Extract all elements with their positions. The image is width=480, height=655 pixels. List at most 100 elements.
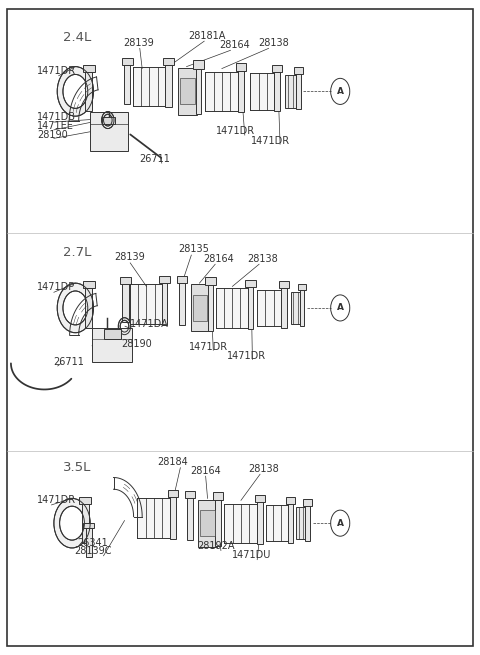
Bar bbox=[257, 502, 263, 544]
Bar bbox=[236, 63, 246, 71]
Bar bbox=[288, 504, 293, 543]
Bar bbox=[216, 288, 249, 328]
Text: 3.5L: 3.5L bbox=[63, 461, 92, 474]
Text: A: A bbox=[336, 87, 344, 96]
Bar bbox=[83, 282, 95, 288]
Bar bbox=[85, 72, 92, 111]
Circle shape bbox=[57, 283, 94, 333]
Text: 28138: 28138 bbox=[249, 464, 279, 474]
Text: 1471DR: 1471DR bbox=[216, 126, 255, 136]
Bar bbox=[286, 496, 295, 504]
Bar bbox=[193, 295, 207, 321]
Bar bbox=[200, 510, 215, 536]
Bar bbox=[187, 498, 193, 540]
Bar bbox=[294, 67, 302, 74]
Bar bbox=[296, 507, 306, 540]
Bar bbox=[257, 290, 282, 326]
Bar bbox=[238, 71, 244, 112]
Bar bbox=[85, 288, 92, 328]
Text: 26341: 26341 bbox=[78, 538, 108, 548]
Bar bbox=[255, 495, 265, 502]
Bar bbox=[122, 58, 133, 66]
Bar bbox=[281, 288, 287, 328]
Text: 1471DR: 1471DR bbox=[37, 495, 76, 505]
Bar bbox=[124, 66, 131, 104]
Bar bbox=[168, 489, 179, 497]
Circle shape bbox=[118, 318, 131, 335]
Bar bbox=[298, 284, 306, 290]
Bar bbox=[185, 491, 195, 498]
Text: 28135: 28135 bbox=[179, 244, 210, 254]
Bar bbox=[224, 504, 258, 543]
Bar bbox=[83, 523, 94, 528]
Text: 1471DB: 1471DB bbox=[37, 112, 76, 122]
Text: 28138: 28138 bbox=[248, 253, 278, 263]
Bar bbox=[177, 276, 187, 283]
Bar bbox=[193, 60, 204, 69]
Bar bbox=[305, 506, 310, 541]
Text: 28190: 28190 bbox=[37, 130, 68, 140]
Bar bbox=[199, 500, 216, 547]
Text: 1471EE: 1471EE bbox=[37, 121, 74, 130]
Text: 1471DR: 1471DR bbox=[37, 66, 76, 76]
Text: 28181A: 28181A bbox=[188, 31, 225, 41]
Text: 28139C: 28139C bbox=[74, 546, 112, 557]
Circle shape bbox=[331, 510, 350, 536]
Bar bbox=[83, 65, 95, 72]
Text: 1471DA: 1471DA bbox=[130, 319, 169, 329]
Bar bbox=[120, 277, 131, 284]
Bar bbox=[245, 280, 256, 287]
Text: 28192A: 28192A bbox=[197, 541, 235, 552]
Bar bbox=[122, 284, 129, 322]
Bar bbox=[196, 69, 201, 114]
Circle shape bbox=[57, 67, 94, 116]
Text: 28164: 28164 bbox=[204, 253, 234, 263]
Bar bbox=[130, 284, 163, 324]
Bar bbox=[162, 283, 168, 325]
Text: A: A bbox=[336, 519, 344, 528]
Bar bbox=[296, 74, 300, 109]
Text: 1471DP: 1471DP bbox=[37, 282, 75, 292]
Text: 1471DR: 1471DR bbox=[190, 342, 228, 352]
Bar bbox=[248, 287, 253, 329]
Bar bbox=[104, 329, 120, 339]
Bar bbox=[250, 73, 276, 109]
Bar bbox=[290, 291, 300, 324]
Circle shape bbox=[331, 79, 350, 104]
Bar bbox=[102, 117, 116, 124]
Bar bbox=[92, 328, 132, 362]
Bar bbox=[170, 497, 176, 539]
Bar bbox=[82, 504, 89, 543]
Text: 28164: 28164 bbox=[219, 40, 250, 50]
Text: 28138: 28138 bbox=[258, 38, 289, 48]
Bar bbox=[90, 112, 128, 151]
Circle shape bbox=[331, 295, 350, 321]
Bar bbox=[137, 498, 171, 538]
Text: 1471DU: 1471DU bbox=[232, 550, 271, 560]
Bar bbox=[132, 67, 166, 105]
Circle shape bbox=[54, 498, 90, 548]
Text: 2.4L: 2.4L bbox=[63, 31, 92, 44]
Circle shape bbox=[102, 111, 114, 128]
Text: A: A bbox=[336, 303, 344, 312]
Bar bbox=[180, 79, 195, 104]
Text: 28190: 28190 bbox=[121, 339, 152, 349]
Bar bbox=[191, 284, 209, 331]
Text: 28164: 28164 bbox=[190, 466, 221, 476]
Bar bbox=[213, 492, 223, 500]
Bar bbox=[272, 65, 282, 72]
Text: 26711: 26711 bbox=[140, 155, 170, 164]
Circle shape bbox=[60, 506, 84, 540]
Bar bbox=[207, 285, 213, 331]
Bar bbox=[279, 282, 288, 288]
Bar bbox=[285, 75, 296, 107]
Bar bbox=[205, 277, 216, 285]
Text: 1471DR: 1471DR bbox=[251, 136, 289, 145]
Bar bbox=[165, 66, 171, 107]
Bar bbox=[215, 500, 221, 546]
Text: 26711: 26711 bbox=[53, 357, 84, 367]
Text: 1471DR: 1471DR bbox=[227, 351, 266, 361]
Circle shape bbox=[104, 114, 112, 126]
Bar bbox=[79, 496, 91, 504]
Bar bbox=[303, 499, 312, 506]
